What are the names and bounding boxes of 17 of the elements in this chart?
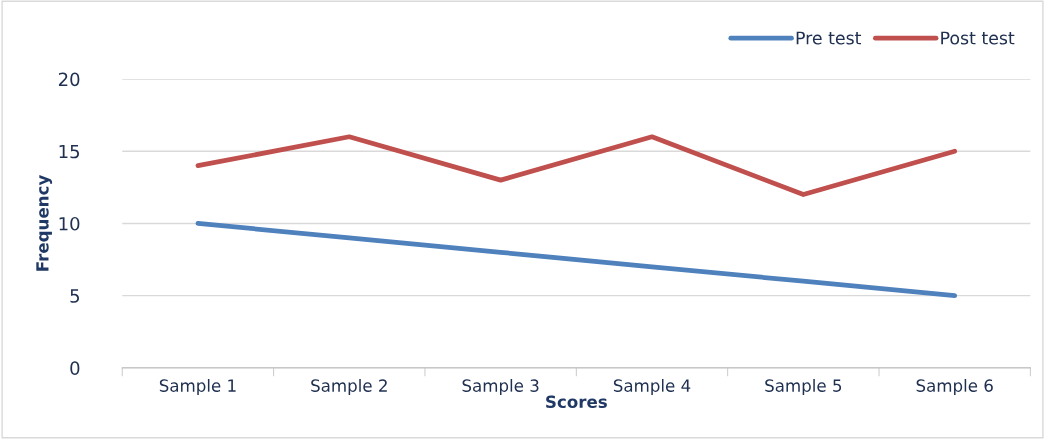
x-tick-label: Sample 4: [613, 378, 691, 396]
x-tick-label: Sample 6: [916, 378, 993, 396]
x-tick-label: Sample 5: [765, 378, 842, 396]
y-tick-label: 15: [59, 144, 80, 159]
legend-label: Post test: [941, 31, 1015, 45]
line-series: [195, 221, 958, 299]
y-tick-label: 5: [70, 289, 80, 303]
y-tick-label: 10: [59, 216, 80, 231]
x-tick-label: Sample 1: [159, 378, 236, 396]
x-tick-label: Sample 3: [462, 378, 539, 396]
y-axis-title: Frequency: [36, 174, 53, 271]
x-axis-title: Scores: [546, 395, 607, 409]
legend-label: Pre test: [796, 31, 862, 45]
line-series: [195, 134, 958, 197]
y-tick-label: 0: [70, 361, 80, 375]
y-tick-label: 20: [58, 72, 80, 87]
x-tick-label: Sample 2: [311, 378, 387, 396]
